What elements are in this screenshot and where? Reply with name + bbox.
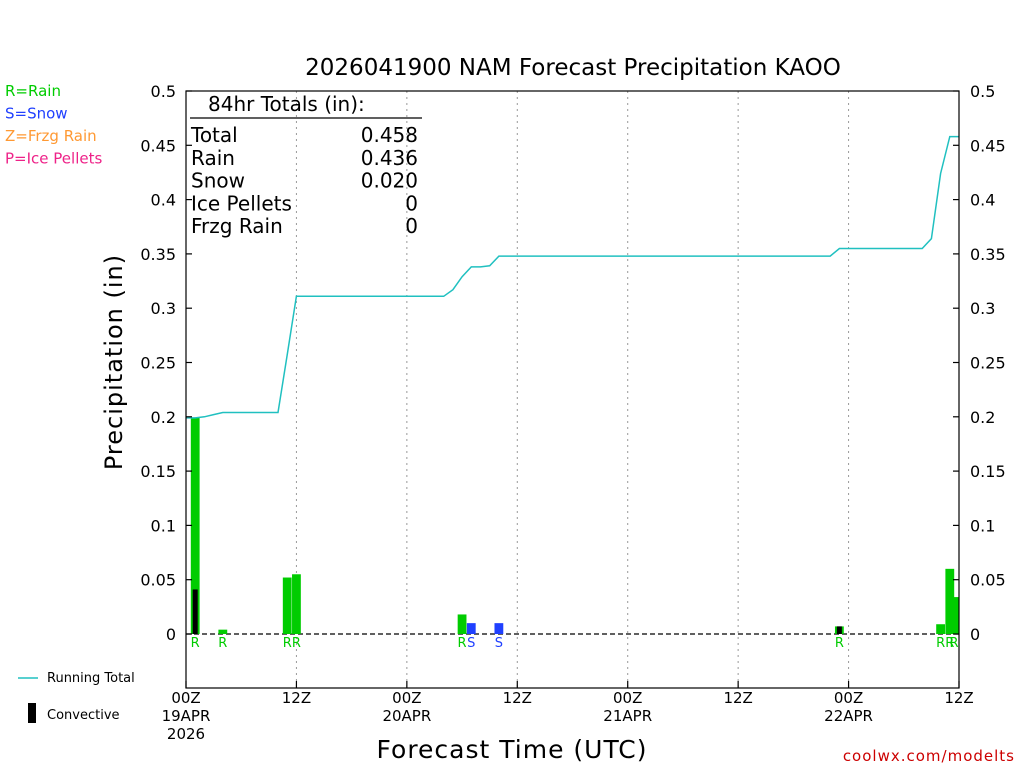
- x-tick-label: 12Z: [944, 689, 973, 707]
- precip-bars: [190, 417, 959, 634]
- totals-heading: 84hr Totals (in):: [208, 92, 365, 116]
- y-tick-label-right: 0.35: [970, 245, 1006, 264]
- y-tick-label: 0.15: [140, 462, 176, 481]
- x-tick-label: 00Z: [834, 689, 863, 707]
- y-tick-label: 0.35: [140, 245, 176, 264]
- precip-bar-rain: [190, 417, 200, 634]
- y-tick-label-right: 0.15: [970, 462, 1006, 481]
- running-total-line: [186, 135, 959, 419]
- y-tick-label: 0.25: [140, 354, 176, 373]
- precip-type-labels: R R R R R S S R R RR: [191, 636, 959, 651]
- y-tick-label-right: 0.3: [970, 299, 995, 318]
- x-tick-label: 12Z: [282, 689, 311, 707]
- precip-type-label: R: [458, 636, 467, 651]
- precip-type-legend: R=Rain S=Snow Z=Frzg Rain P=Ice Pellets: [5, 82, 102, 168]
- precip-bar-snow: [494, 623, 504, 634]
- y-tick-label: 0.2: [151, 408, 176, 427]
- x-tick-label: 21APR: [603, 707, 652, 725]
- x-tick-label: 12Z: [503, 689, 532, 707]
- y-tick-label: 0.4: [151, 191, 176, 210]
- precip-type-label: R: [945, 636, 954, 651]
- y-tick-label-right: 0.5: [970, 82, 995, 101]
- x-tick-label: 00Z: [171, 689, 200, 707]
- legend-rain: R=Rain: [5, 82, 61, 100]
- y-axis-left: 0 0.05 0.1 0.15 0.2 0.25 0.3 0.35 0.4 0.45 0.5: [140, 82, 192, 644]
- y-tick-label-right: 0: [970, 625, 980, 644]
- totals-row-label: Total: [190, 123, 238, 147]
- y-tick-label: 0.1: [151, 516, 176, 535]
- precip-bar-snow: [466, 623, 476, 634]
- y-tick-label-right: 0.05: [970, 571, 1006, 590]
- y-axis-right: 0 0.05 0.1 0.15 0.2 0.25 0.3 0.35 0.4 0.45 0.5: [953, 82, 1006, 644]
- y-tick-label: 0: [166, 625, 176, 644]
- x-axis-label: Forecast Time (UTC): [377, 735, 648, 764]
- convective-legend-swatch: [28, 703, 36, 723]
- x-tick-label: 00Z: [613, 689, 642, 707]
- x-tick-label: 19APR: [162, 707, 211, 725]
- legend-ice_pellets: P=Ice Pellets: [5, 150, 102, 168]
- precip-bar-rain: [218, 629, 228, 634]
- convective-bar: [836, 626, 842, 634]
- precip-type-label: S: [495, 636, 503, 651]
- chart-title: 2026041900 NAM Forecast Precipitation KA…: [305, 55, 841, 81]
- totals-row-label: Ice Pellets: [191, 191, 292, 215]
- x-tick-label: 22APR: [824, 707, 873, 725]
- precip-type-label: R: [283, 636, 292, 651]
- y-tick-label-right: 0.25: [970, 354, 1006, 373]
- x-tick-label: 2026: [167, 725, 205, 743]
- totals-row-value: 0.020: [361, 169, 418, 193]
- x-tick-label: 12Z: [723, 689, 752, 707]
- plot-frame: [185, 90, 960, 689]
- precip-bar-rain: [945, 568, 955, 634]
- legend-frzg_rain: Z=Frzg Rain: [5, 127, 97, 145]
- totals-rows: Total 0.458 Rain 0.436 Snow 0.020 Ice Pellets 0…: [190, 123, 418, 238]
- precip-type-label: S: [467, 636, 475, 651]
- precip-type-label: R: [835, 636, 844, 651]
- bottom-legend: Running Total Convective: [18, 671, 135, 723]
- precip-type-label: R: [292, 636, 301, 651]
- y-tick-label: 0.3: [151, 299, 176, 318]
- y-tick-label: 0.05: [140, 571, 176, 590]
- credit-text: coolwx.com/modelts: [843, 747, 1015, 765]
- y-tick-label-right: 0.45: [970, 136, 1006, 155]
- precip-bar-rain: [950, 597, 959, 634]
- legend-snow: S=Snow: [5, 105, 68, 123]
- precip-type-label: R: [218, 636, 227, 651]
- precip-bar-rain: [457, 614, 467, 634]
- precip-type-label: R: [949, 636, 958, 651]
- totals-row-value: 0.436: [361, 146, 418, 170]
- convective-bars: [192, 589, 842, 634]
- precip-bar-rain: [292, 574, 301, 634]
- totals-row-label: Snow: [191, 169, 245, 193]
- precip-type-label: R: [936, 636, 945, 651]
- precip-type-label: R: [191, 636, 200, 651]
- y-tick-label: 0.45: [140, 136, 176, 155]
- totals-row-value: 0: [405, 191, 418, 215]
- totals-row-label: Rain: [191, 146, 235, 170]
- totals-row-label: Frzg Rain: [191, 214, 283, 238]
- convective-legend-label: Convective: [47, 708, 120, 723]
- y-tick-label: 0.5: [151, 82, 176, 101]
- totals-box: 84hr Totals (in): Total 0.458 Rain 0.436 Sno…: [190, 92, 422, 238]
- precip-bar-rain: [282, 577, 292, 634]
- totals-row-value: 0.458: [361, 123, 418, 147]
- convective-bar: [192, 589, 198, 634]
- x-tick-label: 20APR: [382, 707, 431, 725]
- precip-bar-rain: [936, 624, 945, 634]
- y-axis-label: Precipitation (in): [100, 254, 128, 470]
- y-tick-label-right: 0.2: [970, 408, 995, 427]
- y-tick-label-right: 0.1: [970, 516, 995, 535]
- y-tick-label-right: 0.4: [970, 191, 995, 210]
- running-total-legend-label: Running Total: [47, 671, 135, 686]
- x-tick-label: 00Z: [392, 689, 421, 707]
- totals-row-value: 0: [405, 214, 418, 238]
